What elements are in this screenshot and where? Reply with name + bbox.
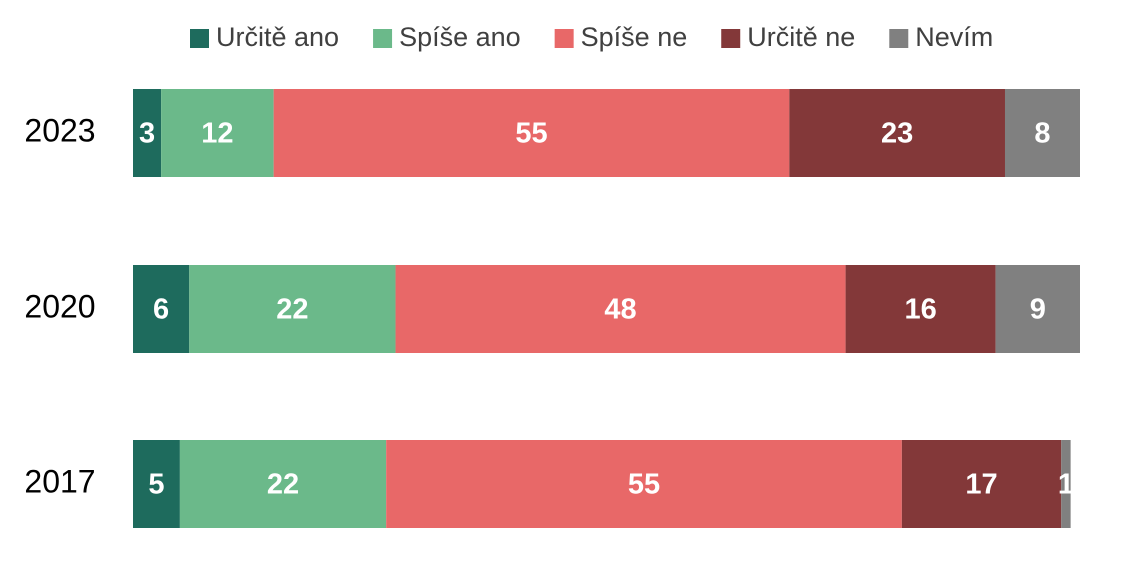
bar-segment bbox=[133, 265, 190, 353]
bar-segment bbox=[901, 440, 1062, 528]
bar-segment bbox=[189, 265, 396, 353]
value-label: 16 bbox=[904, 294, 936, 326]
bar-segment bbox=[161, 89, 274, 177]
legend-label: Nevím bbox=[915, 22, 993, 52]
legend-swatch bbox=[721, 29, 741, 48]
legend-label: Spíše ne bbox=[581, 22, 688, 52]
category-label: 2020 bbox=[24, 288, 95, 324]
value-label: 48 bbox=[604, 294, 636, 326]
value-label: 17 bbox=[965, 469, 997, 501]
legend-swatch bbox=[554, 29, 574, 48]
bar-segment bbox=[386, 440, 902, 528]
value-label: 1 bbox=[1058, 469, 1074, 501]
bar-segment bbox=[789, 89, 1005, 177]
bar-segment bbox=[133, 440, 180, 528]
legend-swatch bbox=[190, 29, 209, 48]
legend-label: Určitě ano bbox=[216, 22, 339, 52]
bar-segment bbox=[1004, 89, 1080, 177]
bar-segment bbox=[995, 265, 1080, 353]
legend-label: Určitě ne bbox=[747, 22, 855, 52]
value-label: 22 bbox=[276, 294, 308, 326]
value-label: 6 bbox=[153, 294, 169, 326]
bar-segment bbox=[273, 89, 790, 177]
legend-label: Spíše ano bbox=[399, 22, 521, 52]
category-label: 2017 bbox=[24, 463, 95, 499]
legend-swatch bbox=[889, 29, 909, 48]
category-label: 2023 bbox=[24, 112, 95, 148]
value-label: 55 bbox=[515, 118, 547, 150]
legend-swatch bbox=[373, 29, 393, 48]
value-label: 23 bbox=[881, 118, 913, 150]
value-label: 5 bbox=[148, 469, 164, 501]
value-label: 22 bbox=[267, 469, 299, 501]
value-label: 8 bbox=[1034, 118, 1050, 150]
legend: Určitě ano Spíše ano Spíše ne Určitě ne Neví… bbox=[190, 22, 993, 52]
value-label: 9 bbox=[1030, 294, 1046, 326]
value-label: 3 bbox=[139, 118, 155, 150]
bar-segment bbox=[845, 265, 996, 353]
bar-segment bbox=[1061, 440, 1071, 528]
value-label: 55 bbox=[628, 469, 660, 501]
bar-segment bbox=[179, 440, 387, 528]
bar-segment bbox=[395, 265, 846, 353]
bar-segment bbox=[133, 89, 162, 177]
value-label: 12 bbox=[201, 118, 233, 150]
